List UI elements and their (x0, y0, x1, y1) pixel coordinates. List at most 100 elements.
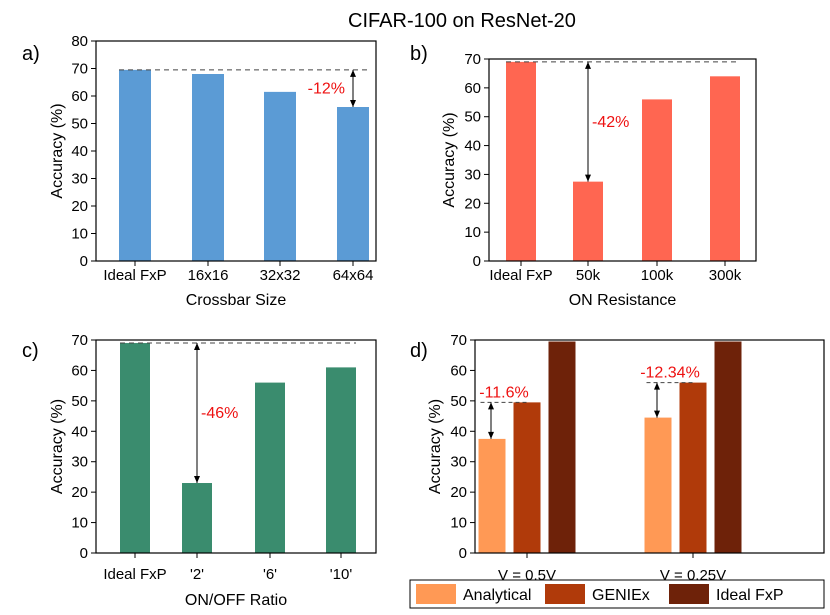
y-tick-label: 40 (71, 423, 88, 440)
drop-arrow-0-head-top (488, 402, 494, 410)
bar-2 (264, 91, 296, 261)
bar-1 (182, 483, 212, 553)
panel-d: V = 0.5V V = 0.25V-11.6%-12.34%0102030405… (409, 332, 825, 609)
legend-label: Analytical (463, 587, 531, 604)
drop-arrow-1-head-top (654, 382, 660, 390)
x-tick-label: 100k (641, 267, 674, 284)
y-tick-label: 30 (71, 171, 88, 188)
y-tick-label: 30 (71, 454, 88, 471)
bar-1 (573, 181, 603, 261)
x-tick-label: '6' (263, 566, 277, 583)
bar-analytical-1 (644, 417, 672, 553)
y-axis-label: Accuracy (%) (49, 103, 66, 198)
panel-letter: d) (410, 340, 428, 362)
y-tick-label: 50 (450, 393, 467, 410)
bar-analytical-0 (478, 438, 506, 553)
plot-frame (95, 40, 377, 262)
drop-arrow-head-bottom (585, 174, 591, 182)
y-tick-label: 70 (71, 61, 88, 78)
bar-2 (255, 382, 285, 553)
y-tick-label: 50 (71, 116, 88, 133)
y-tick-label: 20 (450, 484, 467, 501)
drop-label: -12% (308, 80, 345, 97)
y-axis-label: Accuracy (%) (49, 399, 66, 494)
y-tick-label: 10 (71, 515, 88, 532)
bar-3 (710, 76, 740, 261)
legend-item: Analytical (416, 584, 531, 604)
legend-swatch (545, 584, 585, 604)
y-tick-label: 10 (464, 224, 481, 241)
x-tick-label: '10' (330, 566, 353, 583)
y-tick-label: 70 (450, 332, 467, 349)
panel-c: Ideal FxP '2' '6' '10' -46% 0 10 20 30 40 50 60 70 Ac… (22, 332, 377, 609)
legend-item: GENIEx (545, 584, 650, 604)
panel-a: Ideal FxP 16x16 32x32 64x64 -12% 0 10 20 30 40 50 6… (22, 33, 377, 309)
legend: Analytical GENIEx Ideal FxP (409, 579, 825, 609)
legend-swatch (416, 584, 456, 604)
plot-frame (474, 339, 825, 554)
drop-arrow-head-top (194, 343, 200, 351)
panel-letter: c) (22, 340, 39, 362)
drop-label: -46% (201, 405, 238, 422)
x-tick-label: 16x16 (188, 267, 229, 284)
y-axis-label: Accuracy (%) (441, 112, 458, 207)
panel-b: Ideal FxP 50k 100k 300k -42% 0 10 20 30 40 50 60 70 A… (410, 43, 757, 309)
drop-label: -42% (592, 114, 629, 131)
legend-label: Ideal FxP (716, 587, 784, 604)
drop-arrow-head-top (585, 61, 591, 69)
y-tick-label: 50 (464, 109, 481, 126)
y-tick-label: 60 (464, 80, 481, 97)
y-tick-label: 40 (464, 138, 481, 155)
legend-frame (409, 579, 825, 609)
x-axis-label: ON Resistance (569, 292, 677, 309)
bar-0 (120, 343, 150, 553)
bar-1 (192, 74, 224, 261)
bar-0 (506, 61, 536, 262)
drop-arrow-head-top (350, 69, 356, 77)
y-tick-label: 30 (450, 454, 467, 471)
y-tick-label: 0 (80, 253, 88, 270)
figure-title: CIFAR-100 on ResNet-20 (348, 10, 576, 32)
drop-arrow-head-bottom (194, 476, 200, 484)
x-tick-label: Ideal FxP (489, 267, 552, 284)
y-tick-label: 10 (450, 515, 467, 532)
y-tick-label: 70 (464, 51, 481, 68)
bar-geniex-1 (679, 382, 707, 553)
y-tick-label: 0 (459, 545, 467, 562)
y-tick-label: 60 (71, 88, 88, 105)
y-axis-label: Accuracy (%) (427, 399, 444, 494)
x-tick-label: Ideal FxP (103, 267, 166, 284)
x-tick-label: 300k (709, 267, 742, 284)
x-tick-label: 50k (576, 267, 601, 284)
y-tick-label: 40 (71, 143, 88, 160)
x-tick-label: 64x64 (333, 267, 374, 284)
y-tick-label: 40 (450, 423, 467, 440)
y-tick-label: 0 (473, 253, 481, 270)
legend-swatch (669, 584, 709, 604)
y-tick-label: 20 (71, 198, 88, 215)
bar-geniex-0 (513, 402, 541, 553)
y-tick-label: 30 (464, 166, 481, 183)
drop-label: -11.6% (479, 384, 529, 401)
y-tick-label: 0 (80, 545, 88, 562)
y-tick-label: 60 (450, 362, 467, 379)
bar-3 (326, 367, 356, 553)
x-axis-label: ON/OFF Ratio (185, 592, 287, 609)
legend-item: Ideal FxP (669, 584, 784, 604)
bar-3 (337, 107, 369, 261)
x-axis-label: Crossbar Size (186, 292, 287, 309)
y-tick-label: 60 (71, 362, 88, 379)
x-tick-label: '2' (190, 566, 204, 583)
drop-arrow-1-head-bottom (654, 410, 660, 418)
y-tick-label: 80 (71, 33, 88, 50)
drop-label: -12.34% (640, 365, 700, 382)
drop-arrow-head-bottom (350, 100, 356, 107)
panel-letter: a) (22, 43, 40, 65)
drop-arrow-0-head-bottom (488, 431, 494, 439)
y-tick-label: 70 (71, 332, 88, 349)
x-tick-label: 32x32 (260, 267, 301, 284)
bar-2 (642, 99, 672, 262)
y-tick-label: 20 (464, 195, 481, 212)
plot-frame (95, 339, 377, 554)
